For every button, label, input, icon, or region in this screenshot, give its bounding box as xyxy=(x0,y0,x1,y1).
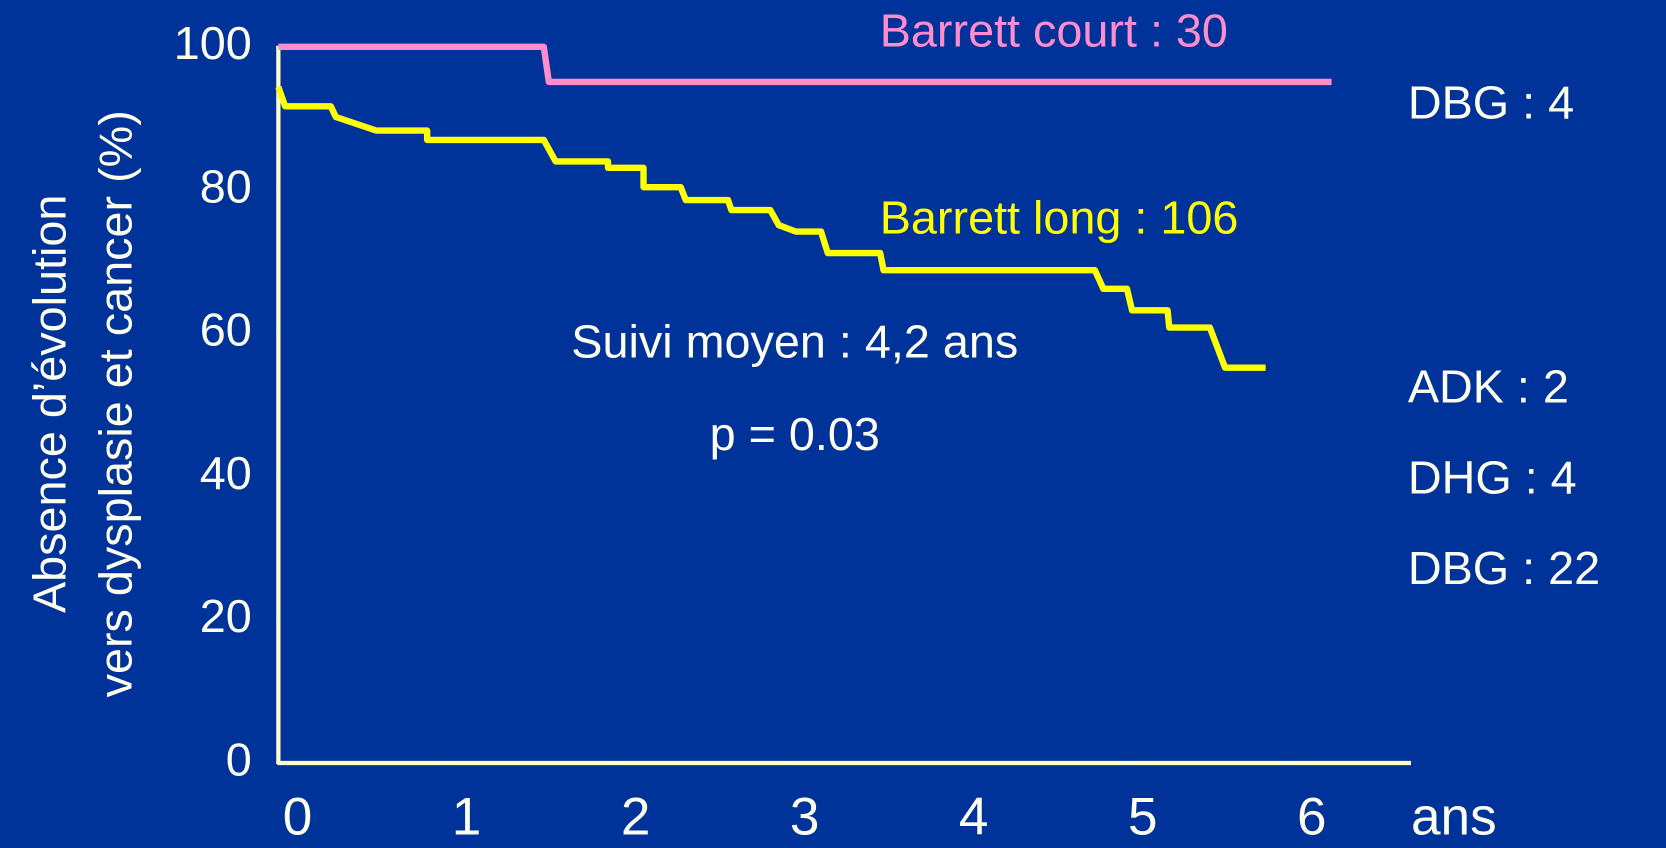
x-tick-label: 3 xyxy=(790,787,820,846)
y-tick-label: 20 xyxy=(200,590,252,642)
y-axis-label: Absence d’évolution xyxy=(23,195,75,613)
annotation: DBG : 22 xyxy=(1408,542,1600,594)
x-tick-label: 6 xyxy=(1297,787,1327,846)
y-axis-label: vers dysplasie et cancer (%) xyxy=(89,110,141,697)
series-label: Barrett court : 30 xyxy=(880,4,1228,56)
annotation: DHG : 4 xyxy=(1408,452,1577,504)
x-axis-label: ans xyxy=(1411,787,1497,846)
y-tick-label: 40 xyxy=(200,447,252,499)
annotation: p = 0.03 xyxy=(710,408,880,460)
annotation: ADK : 2 xyxy=(1408,360,1569,412)
x-tick-label: 2 xyxy=(621,787,651,846)
x-tick-label: 4 xyxy=(959,787,989,846)
y-tick-label: 80 xyxy=(200,160,252,212)
y-tick-label: 60 xyxy=(200,304,252,356)
x-tick-label: 1 xyxy=(452,787,482,846)
x-tick-label: 0 xyxy=(283,787,313,846)
annotation: DBG : 4 xyxy=(1408,77,1574,129)
y-tick-label: 0 xyxy=(226,733,252,785)
y-tick-label: 100 xyxy=(174,17,252,69)
series-label: Barrett long : 106 xyxy=(880,191,1239,243)
series-line xyxy=(275,85,1266,371)
x-tick-label: 5 xyxy=(1128,787,1158,846)
annotation: Suivi moyen : 4,2 ans xyxy=(571,316,1018,368)
series-line xyxy=(278,43,1332,86)
